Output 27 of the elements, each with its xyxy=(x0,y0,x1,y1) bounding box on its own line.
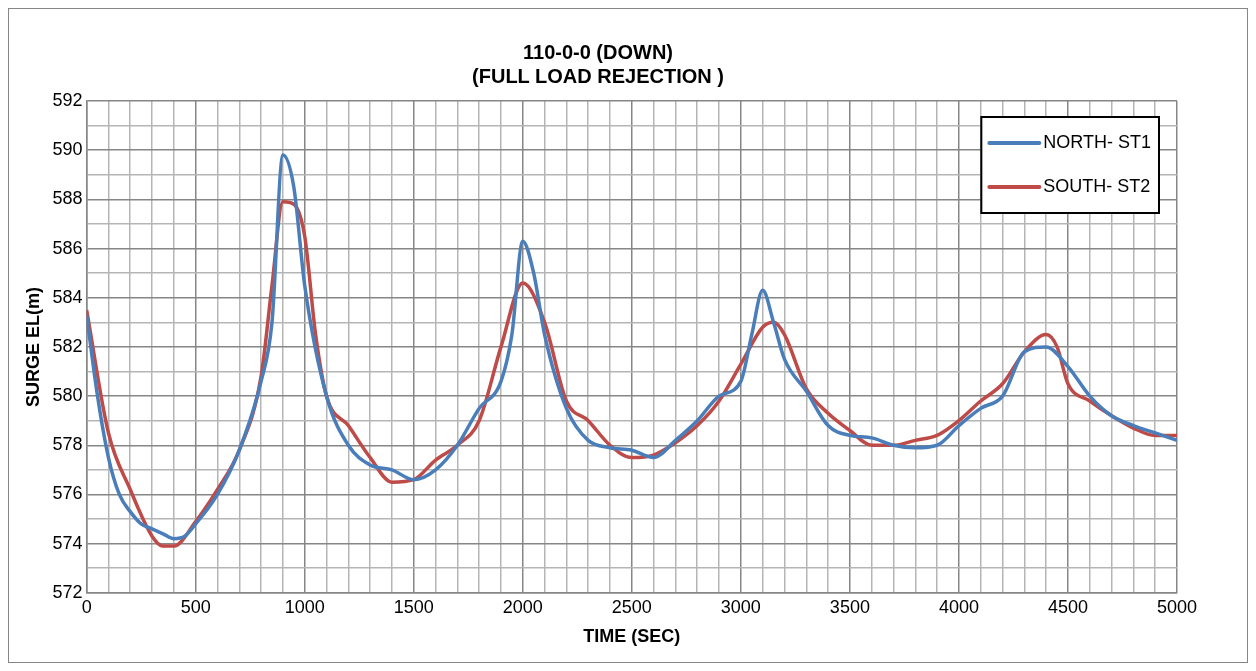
x-tick-label: 500 xyxy=(180,596,211,617)
x-tick-label: 1000 xyxy=(284,596,325,617)
y-tick-label: 580 xyxy=(52,385,83,406)
chart-title: 110-0-0 (DOWN) (FULL LOAD REJECTION ) xyxy=(472,40,724,87)
x-tick-label: 2500 xyxy=(611,596,652,617)
y-tick-label: 576 xyxy=(52,483,83,504)
x-axis-title: TIME (SEC) xyxy=(583,626,681,647)
y-tick-label: 582 xyxy=(52,335,83,356)
x-tick-label: 1500 xyxy=(393,596,434,617)
x-tick-label: 2000 xyxy=(502,596,543,617)
y-tick-label: 578 xyxy=(52,434,83,455)
y-tick-label: 590 xyxy=(52,139,83,160)
y-tick-label: 584 xyxy=(52,286,83,307)
x-tick-label: 3500 xyxy=(829,596,870,617)
y-tick-label: 586 xyxy=(52,237,83,258)
x-tick-label: 4000 xyxy=(938,596,979,617)
y-tick-label: 572 xyxy=(52,581,83,602)
y-tick-label: 592 xyxy=(52,89,83,110)
x-tick-label: 0 xyxy=(81,596,92,617)
y-tick-label: 588 xyxy=(52,188,83,209)
x-tick-label: 5000 xyxy=(1156,596,1198,617)
legend-label: SOUTH- ST2 xyxy=(1043,175,1151,196)
y-tick-label: 574 xyxy=(52,532,83,553)
x-tick-label: 3000 xyxy=(720,596,761,617)
legend-label: NORTH- ST1 xyxy=(1043,131,1152,152)
x-tick-label: 4500 xyxy=(1047,596,1088,617)
y-axis-title: SURGE EL(m) xyxy=(22,286,43,407)
